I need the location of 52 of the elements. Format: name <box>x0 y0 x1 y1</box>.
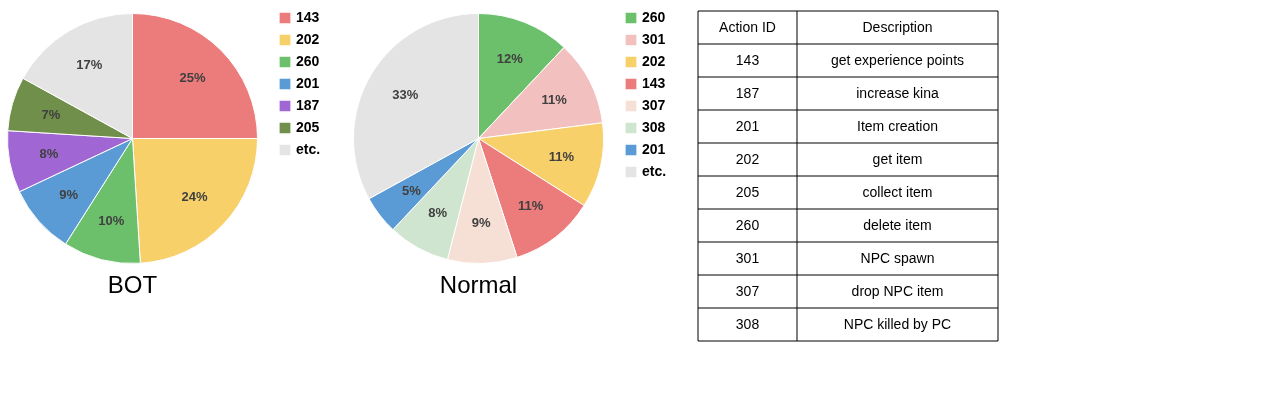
legend-label: 260 <box>296 53 320 69</box>
data-label: 8% <box>428 204 448 220</box>
data-label: 11% <box>548 149 575 165</box>
data-label: 25% <box>179 70 207 86</box>
text: get experience points <box>830 51 965 68</box>
text: 301 <box>735 249 760 266</box>
legend-label: 301 <box>642 31 666 47</box>
text: NPC killed by PC <box>843 315 952 332</box>
legend-label: 143 <box>296 9 320 25</box>
text: Item creation <box>857 117 938 134</box>
text: NPC spawn <box>860 249 935 266</box>
data-label: 33% <box>392 87 419 103</box>
data-label: 5% <box>401 182 422 198</box>
data-label: 7% <box>41 106 61 122</box>
legend-label: etc. <box>642 163 667 179</box>
legend-label: 205 <box>296 119 320 135</box>
data-label: 9% <box>471 215 491 231</box>
text: 143 <box>735 51 760 68</box>
text: BOT <box>107 271 158 298</box>
data-label: 10% <box>98 212 125 228</box>
text: 201 <box>735 117 760 134</box>
text: 308 <box>735 315 760 332</box>
data-label: 8% <box>39 146 59 162</box>
legend-label: 260 <box>642 9 666 25</box>
legend-label: etc. <box>296 141 321 157</box>
text: 260 <box>735 216 760 233</box>
legend-label: 201 <box>642 141 666 157</box>
legend-label: 307 <box>642 97 666 113</box>
text: get item <box>872 150 923 167</box>
data-label: 9% <box>59 186 79 202</box>
text: 205 <box>735 183 760 200</box>
text: 187 <box>735 84 760 101</box>
text: 307 <box>735 282 760 299</box>
text: drop NPC item <box>851 282 944 299</box>
legend-label: 143 <box>642 75 666 91</box>
legend-label: 187 <box>296 97 320 113</box>
text: Action ID <box>719 18 776 35</box>
legend-label: 202 <box>642 53 666 69</box>
text: Description <box>862 18 933 35</box>
data-label: 17% <box>76 57 103 73</box>
data-label: 11% <box>517 197 544 213</box>
text: delete item <box>863 216 932 233</box>
text: increase kina <box>856 84 939 101</box>
legend-label: 202 <box>296 31 320 47</box>
data-label: 11% <box>541 91 568 107</box>
text: Normal <box>439 271 518 298</box>
text: 202 <box>735 150 760 167</box>
data-label: 24% <box>181 188 208 204</box>
legend-label: 308 <box>642 119 666 135</box>
legend-label: 201 <box>296 75 320 91</box>
text: collect item <box>862 183 933 200</box>
data-label: 12% <box>496 51 524 67</box>
